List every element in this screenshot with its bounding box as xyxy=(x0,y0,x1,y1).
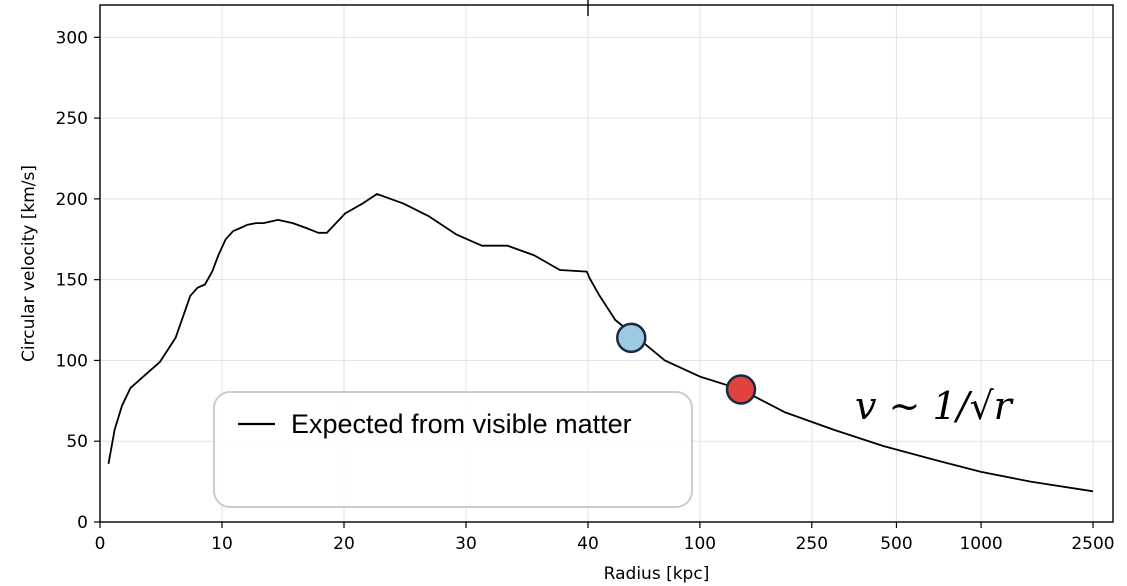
velocity-falloff-annotation: v ∼ 1/√r xyxy=(855,384,1015,428)
x-tick-label: 10 xyxy=(211,534,233,554)
x-tick-label: 2500 xyxy=(1071,534,1114,554)
x-tick-labels: 0 10 20 30 40 100 250 500 1000 2500 xyxy=(95,534,1115,554)
x-axis-title: Radius [kpc] xyxy=(604,564,710,584)
x-tick-label: 40 xyxy=(577,534,599,554)
x-tick-label: 100 xyxy=(684,534,716,554)
y-tick-label: 100 xyxy=(56,351,88,371)
y-tick-label: 50 xyxy=(66,432,88,452)
y-tick-label: 200 xyxy=(56,190,88,210)
y-tick-label: 0 xyxy=(77,513,88,533)
legend: Expected from visible matter xyxy=(214,392,692,507)
x-tick-label: 0 xyxy=(95,534,106,554)
x-tick-label: 250 xyxy=(796,534,828,554)
x-tick-label: 30 xyxy=(455,534,477,554)
y-tick-label: 300 xyxy=(56,28,88,48)
y-axis-title: Circular velocity [km/s] xyxy=(19,165,39,362)
x-tick-label: 1000 xyxy=(959,534,1002,554)
y-tick-label: 150 xyxy=(56,271,88,291)
x-tick-label: 20 xyxy=(333,534,355,554)
y-tick-label: 250 xyxy=(56,109,88,129)
legend-label: Expected from visible matter xyxy=(291,409,632,439)
marker-red xyxy=(727,376,755,404)
marker-light-blue xyxy=(617,324,645,352)
y-tick-labels: 0 50 100 150 200 250 300 xyxy=(56,28,88,533)
x-tick-label: 500 xyxy=(880,534,912,554)
